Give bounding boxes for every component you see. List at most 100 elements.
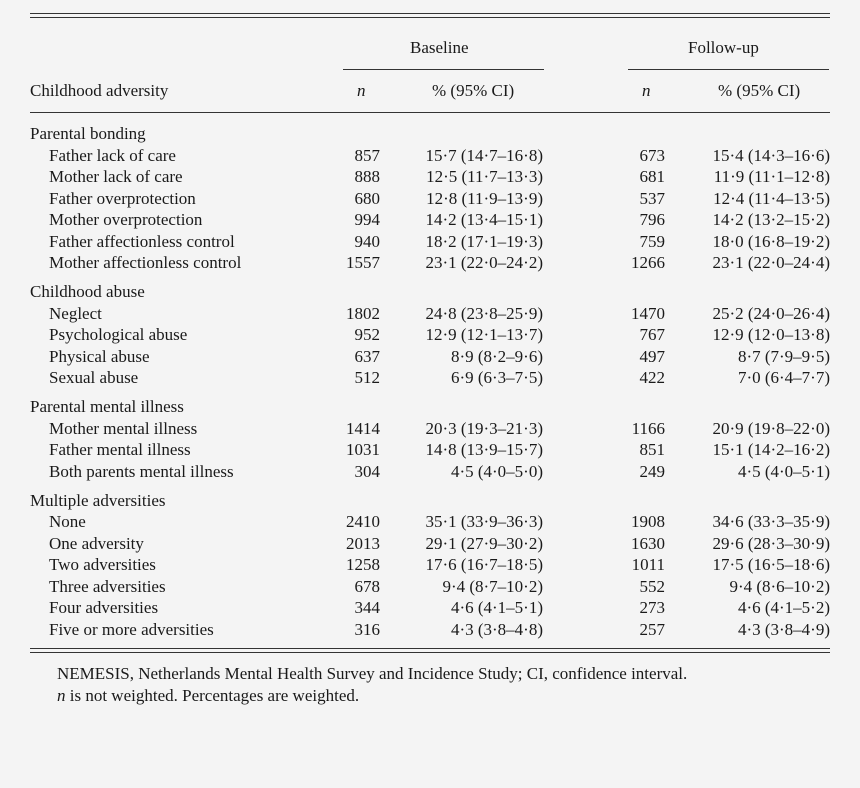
cell-n-baseline: 512 xyxy=(354,368,381,387)
col-header-n-baseline: n xyxy=(357,81,366,100)
cell-ci-baseline: 6·9 (6·3–7·5) xyxy=(450,368,543,387)
row-label: Two adversities xyxy=(49,555,156,574)
cell-n-followup: 273 xyxy=(639,598,666,617)
cell-n-baseline: 952 xyxy=(354,325,381,344)
row-label: Four adversities xyxy=(49,598,159,617)
cell-ci-baseline: 29·1 (27·9–30·2) xyxy=(425,533,543,553)
cell-ci-followup: 8·7 (7·9–9·5) xyxy=(737,346,830,366)
cell-n-followup: 759 xyxy=(639,231,666,251)
cell-n-followup: 1908 xyxy=(631,512,665,531)
cell-ci-followup: 23·1 (22·0–24·4) xyxy=(712,253,830,272)
row-label: Father lack of care xyxy=(49,145,176,165)
cell-ci-baseline: 15·7 (14·7–16·8) xyxy=(425,145,543,165)
row-label: Neglect xyxy=(49,303,102,323)
cell-ci-baseline: 18·2 (17·1–19·3) xyxy=(425,231,543,251)
row-label: Father mental illness xyxy=(49,440,191,459)
cell-n-followup: 249 xyxy=(639,461,666,481)
cell-ci-followup: 25·2 (24·0–26·4) xyxy=(712,303,830,323)
cell-n-baseline: 678 xyxy=(354,576,381,596)
baseline-spanner-rule xyxy=(343,69,544,70)
cell-n-followup: 1011 xyxy=(631,555,665,574)
cell-n-followup: 681 xyxy=(639,167,666,186)
cell-n-followup: 767 xyxy=(639,325,666,344)
col-header-ci-followup: % (95% CI) xyxy=(718,81,801,100)
cell-n-baseline: 888 xyxy=(354,167,381,186)
row-label: Mother mental illness xyxy=(49,418,198,438)
cell-ci-followup: 4·5 (4·0–5·1) xyxy=(737,461,830,481)
row-label: Father overprotection xyxy=(49,188,196,208)
cell-n-followup: 422 xyxy=(639,368,666,387)
cell-ci-followup: 34·6 (33·3–35·9) xyxy=(712,512,830,531)
top-rule-1 xyxy=(30,13,830,14)
cell-ci-baseline: 9·4 (8·7–10·2) xyxy=(442,576,543,596)
cell-n-baseline: 940 xyxy=(354,231,381,251)
row-label: Both parents mental illness xyxy=(49,461,234,481)
section-title: Parental mental illness xyxy=(30,397,184,416)
cell-n-baseline: 1031 xyxy=(346,440,380,459)
cell-ci-followup: 12·4 (11·4–13·5) xyxy=(713,188,830,208)
bottom-rule-1 xyxy=(30,648,830,649)
footnote-line-2: n is not weighted. Percentages are weigh… xyxy=(57,685,359,706)
cell-n-baseline: 304 xyxy=(354,461,381,481)
cell-n-baseline: 344 xyxy=(354,598,381,617)
cell-ci-baseline: 23·1 (22·0–24·2) xyxy=(425,253,543,272)
row-label: Five or more adversities xyxy=(49,619,214,639)
top-rule-2 xyxy=(30,17,830,18)
section-title: Multiple adversities xyxy=(30,490,166,510)
cell-ci-baseline: 35·1 (33·9–36·3) xyxy=(425,512,543,531)
cell-ci-followup: 20·9 (19·8–22·0) xyxy=(712,418,830,438)
cell-ci-followup: 4·6 (4·1–5·2) xyxy=(737,598,830,617)
cell-ci-baseline: 14·8 (13·9–15·7) xyxy=(425,440,543,459)
cell-ci-baseline: 24·8 (23·8–25·9) xyxy=(425,303,543,323)
col-header-n-followup: n xyxy=(642,81,651,100)
cell-ci-followup: 11·9 (11·1–12·8) xyxy=(713,167,830,186)
cell-n-baseline: 994 xyxy=(354,210,381,229)
row-label: Three adversities xyxy=(49,576,166,596)
cell-n-followup: 1630 xyxy=(631,533,665,553)
group-header-baseline: Baseline xyxy=(410,38,469,57)
cell-ci-baseline: 4·3 (3·8–4·8) xyxy=(450,619,543,639)
cell-ci-followup: 29·6 (28·3–30·9) xyxy=(712,533,830,553)
cell-n-followup: 257 xyxy=(639,619,666,639)
cell-n-followup: 1266 xyxy=(631,253,665,272)
cell-ci-followup: 15·1 (14·2–16·2) xyxy=(712,440,830,459)
row-label: Mother lack of care xyxy=(49,167,183,186)
footnote-line-2-text: is not weighted. Percentages are weighte… xyxy=(65,686,360,705)
col-header-label: Childhood adversity xyxy=(30,81,169,100)
row-label: Physical abuse xyxy=(49,346,150,366)
section-title: Childhood abuse xyxy=(30,282,145,301)
cell-n-baseline: 637 xyxy=(354,346,381,366)
cell-n-baseline: 1414 xyxy=(346,418,380,438)
row-label: One adversity xyxy=(49,533,144,553)
cell-ci-followup: 7·0 (6·4–7·7) xyxy=(737,368,830,387)
cell-ci-baseline: 20·3 (19·3–21·3) xyxy=(425,418,543,438)
cell-ci-followup: 18·0 (16·8–19·2) xyxy=(712,231,830,251)
cell-n-baseline: 1802 xyxy=(346,303,380,323)
row-label: Sexual abuse xyxy=(49,368,139,387)
cell-n-baseline: 857 xyxy=(354,145,381,165)
cell-ci-followup: 4·3 (3·8–4·9) xyxy=(737,619,830,639)
cell-ci-baseline: 4·6 (4·1–5·1) xyxy=(450,598,543,617)
cell-n-followup: 497 xyxy=(639,346,666,366)
cell-n-followup: 796 xyxy=(639,210,666,229)
cell-ci-followup: 17·5 (16·5–18·6) xyxy=(712,555,830,574)
cell-ci-followup: 14·2 (13·2–15·2) xyxy=(712,210,830,229)
followup-spanner-rule xyxy=(628,69,829,70)
col-header-ci-baseline: % (95% CI) xyxy=(432,81,515,100)
cell-n-followup: 1470 xyxy=(631,303,665,323)
header-rule xyxy=(30,112,830,113)
cell-ci-baseline: 14·2 (13·4–15·1) xyxy=(425,210,543,229)
cell-ci-baseline: 17·6 (16·7–18·5) xyxy=(425,555,543,574)
cell-n-baseline: 1557 xyxy=(346,253,380,272)
section-title: Parental bonding xyxy=(30,124,146,143)
cell-ci-followup: 9·4 (8·6–10·2) xyxy=(729,576,830,596)
footnote-line-1: NEMESIS, Netherlands Mental Health Surve… xyxy=(57,664,688,683)
cell-ci-followup: 15·4 (14·3–16·6) xyxy=(712,145,830,165)
row-label: Mother overprotection xyxy=(49,210,203,229)
bottom-rule-2 xyxy=(30,652,830,653)
cell-n-followup: 1166 xyxy=(631,418,665,438)
group-header-followup: Follow-up xyxy=(688,38,759,57)
cell-ci-baseline: 8·9 (8·2–9·6) xyxy=(450,346,543,366)
row-label: Psychological abuse xyxy=(49,325,188,344)
cell-n-followup: 552 xyxy=(639,576,666,596)
